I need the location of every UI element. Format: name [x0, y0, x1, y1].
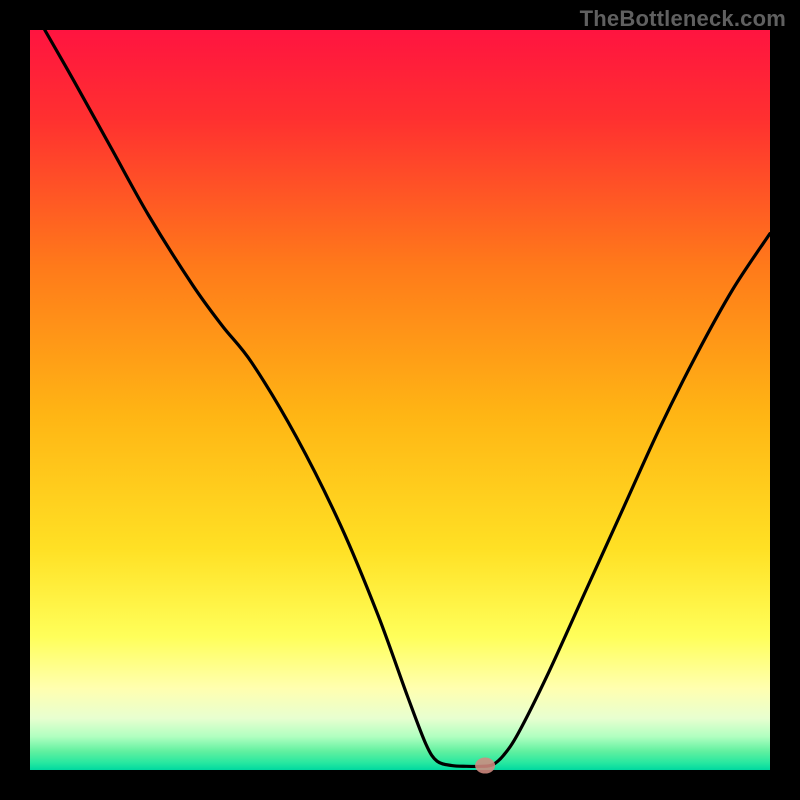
current-position-marker	[475, 758, 495, 774]
watermark-text: TheBottleneck.com	[580, 6, 786, 32]
chart-container: TheBottleneck.com	[0, 0, 800, 800]
plot-gradient-background	[30, 30, 770, 770]
bottleneck-curve-chart	[0, 0, 800, 800]
